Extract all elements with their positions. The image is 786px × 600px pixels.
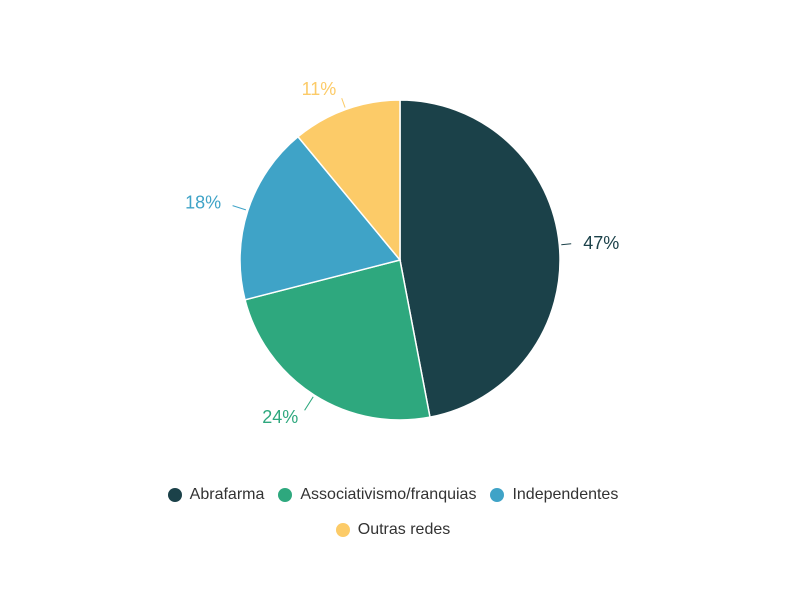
legend-label: Outras redes	[357, 521, 451, 538]
label-leader-line	[341, 98, 346, 108]
slice-percent-label: 18%	[185, 193, 221, 213]
label-leader-line	[561, 243, 572, 246]
legend-dot-icon	[490, 488, 505, 502]
pie-slice-independentes[interactable]	[239, 135, 402, 301]
legend-label: Independentes	[512, 486, 619, 503]
pie-slice-abrafarma[interactable]	[399, 99, 561, 419]
legend-item-abrafarma[interactable]: Abrafarma	[167, 484, 265, 506]
legend-label: Abrafarma	[189, 486, 265, 503]
slice-percent-label: 11%	[302, 79, 337, 99]
pie-slice-associativismo-franquias[interactable]	[244, 259, 431, 421]
legend-item-associativismo[interactable]: Associativismo/franquias	[278, 484, 476, 506]
pie-slice-outras-redes[interactable]	[296, 99, 401, 263]
legend-second-row: Outras redes	[0, 519, 786, 541]
legend-item-outras-redes[interactable]: Outras redes	[335, 519, 451, 541]
label-leader-line	[304, 396, 314, 411]
legend-dot-icon	[335, 523, 350, 537]
legend-dot-icon	[278, 488, 293, 502]
label-leader-line	[232, 205, 247, 211]
slice-percent-label: 24%	[262, 407, 298, 427]
legend-item-independentes[interactable]: Independentes	[490, 484, 618, 506]
legend: Abrafarma Associativismo/franquias Indep…	[0, 484, 786, 506]
legend-label: Associativismo/franquias	[300, 486, 477, 503]
pie-chart: 47% 24% 18% 11%	[185, 79, 619, 427]
slice-percent-label: 47%	[583, 233, 619, 253]
legend-dot-icon	[167, 488, 182, 502]
